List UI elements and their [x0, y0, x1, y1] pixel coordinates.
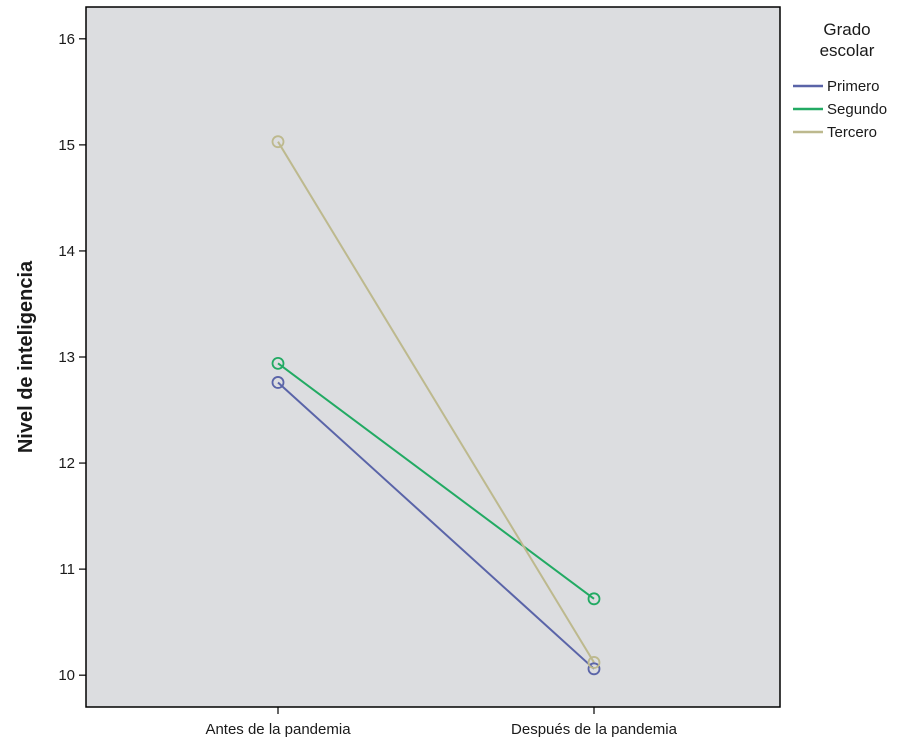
legend: Grado escolar Primero Segundo Tercero: [793, 20, 887, 141]
x-axis: Antes de la pandemia Después de la pandem…: [205, 707, 678, 738]
data-point-tercero: [587, 656, 601, 669]
y-tick-label: 15: [58, 137, 75, 154]
legend-label-primero: Primero: [827, 78, 880, 95]
series-layer: [271, 135, 601, 676]
legend-title-line-2: escolar: [820, 41, 875, 60]
y-tick-label: 16: [58, 31, 75, 48]
plot-area: [85, 6, 781, 708]
legend-label-segundo: Segundo: [827, 101, 887, 118]
data-point-tercero: [271, 135, 285, 149]
y-tick-label: 12: [58, 455, 75, 472]
data-point-segundo: [271, 356, 285, 370]
y-axis: 10 11 12 13 14 15 16: [58, 31, 86, 684]
y-axis-label: Nivel de inteligencia: [15, 260, 37, 453]
data-point-primero: [587, 662, 601, 676]
series-line-primero: [277, 381, 595, 670]
legend-title-line-1: Grado: [823, 20, 870, 39]
y-tick-label: 13: [58, 349, 75, 366]
y-tick-label: 11: [59, 561, 75, 578]
x-tick-label: Después de la pandemia: [511, 721, 678, 738]
y-tick-label: 14: [58, 243, 75, 260]
y-tick-label: 10: [58, 667, 75, 684]
legend-label-tercero: Tercero: [827, 124, 877, 141]
series-line-segundo: [277, 362, 595, 600]
data-point-segundo: [587, 592, 601, 606]
data-point-primero: [271, 376, 285, 389]
series-line-tercero: [277, 141, 595, 663]
x-tick-label: Antes de la pandemia: [205, 721, 351, 738]
